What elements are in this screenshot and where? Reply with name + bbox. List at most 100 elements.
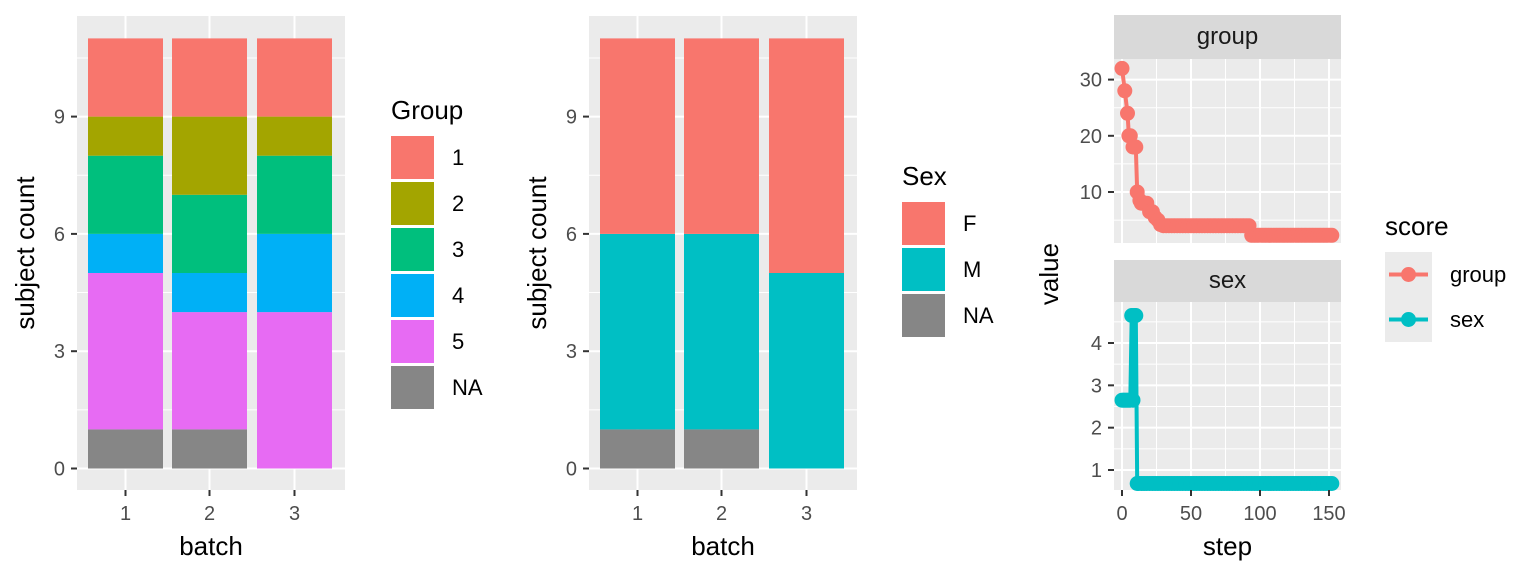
facet-strip-group: group xyxy=(1114,15,1341,59)
y-tick-label: 0 xyxy=(566,459,577,481)
legend-item: 4 xyxy=(391,274,483,317)
legend-swatch xyxy=(391,228,434,271)
data-point-sex xyxy=(1324,476,1340,491)
facet-strip-group-label: group xyxy=(1196,23,1259,50)
y-tick-label: 9 xyxy=(566,107,577,129)
legend-label: 4 xyxy=(452,282,465,308)
legend-label: F xyxy=(963,210,977,236)
bar-segment-5-batch2 xyxy=(172,312,247,430)
line-point-key-icon xyxy=(1389,312,1428,327)
data-point-group xyxy=(1114,60,1130,76)
legend-label: 3 xyxy=(452,236,465,262)
data-point-group xyxy=(1324,227,1340,243)
legend-label: 2 xyxy=(452,190,465,216)
legend-item: 1 xyxy=(391,136,483,179)
legend-item: F xyxy=(902,202,994,245)
data-point-sex xyxy=(1128,308,1144,323)
x-tick-label: 1 xyxy=(632,503,643,525)
line-point-key-icon xyxy=(1389,267,1428,282)
legend-swatch xyxy=(391,182,434,225)
data-point-group xyxy=(1117,83,1133,99)
y-tick-label: 30 xyxy=(1080,70,1102,92)
legend-group-title: Group xyxy=(391,95,464,125)
legend-key xyxy=(1385,297,1432,342)
bar-segment-NA-batch1 xyxy=(600,429,675,469)
legend-label: M xyxy=(963,256,982,282)
legend-label: 1 xyxy=(452,144,465,170)
y-tick-label: 0 xyxy=(54,459,65,481)
legend-item: NA xyxy=(391,366,483,409)
data-point-sex xyxy=(1125,392,1141,408)
legend-group: Group 1 2 3 4 5 NA xyxy=(391,96,483,412)
y-tick-label: 3 xyxy=(1091,375,1102,397)
bar-segment-M-batch2 xyxy=(684,233,759,430)
y-tick-label: 3 xyxy=(54,341,65,363)
legend-item: 3 xyxy=(391,228,483,271)
x-tick-label: 3 xyxy=(289,503,300,525)
legend-item: M xyxy=(902,248,994,291)
bar-segment-M-batch1 xyxy=(600,233,675,430)
bar-segment-1-batch3 xyxy=(257,38,332,117)
x-tick-label: 2 xyxy=(716,503,727,525)
legend-label: sex xyxy=(1450,306,1485,332)
chart1-x-axis-title: batch xyxy=(179,531,243,561)
y-tick-label: 2 xyxy=(1091,418,1102,440)
bar-segment-NA-batch1 xyxy=(88,429,163,469)
x-tick-label: 3 xyxy=(801,503,812,525)
legend-swatch xyxy=(902,294,945,337)
bar-segment-F-batch1 xyxy=(600,38,675,234)
data-point-group xyxy=(1120,105,1135,121)
legend-sex: Sex F M NA xyxy=(902,162,994,340)
chart2-x-axis-title: batch xyxy=(691,531,755,561)
facet-strip-sex-label: sex xyxy=(1208,267,1247,294)
chart3-y-axis-title: value xyxy=(1034,242,1064,306)
legend-key xyxy=(1385,252,1432,297)
x-tick-label: 0 xyxy=(1116,503,1127,525)
legend-item: group xyxy=(1385,252,1506,297)
y-tick-label: 6 xyxy=(566,224,577,246)
legend-item: 5 xyxy=(391,320,483,363)
bar-segment-2-batch3 xyxy=(257,116,332,156)
legend-item: 2 xyxy=(391,182,483,225)
y-tick-label: 3 xyxy=(566,341,577,363)
y-tick-label: 20 xyxy=(1080,126,1102,148)
bar-segment-M-batch3 xyxy=(769,273,844,469)
bar-segment-F-batch3 xyxy=(769,38,844,274)
x-tick-label: 1 xyxy=(120,503,131,525)
legend-score: score group sex xyxy=(1385,212,1506,342)
bar-segment-5-batch1 xyxy=(88,273,163,430)
bar-segment-F-batch2 xyxy=(684,38,759,234)
bar-segment-1-batch2 xyxy=(172,38,247,117)
legend-item: NA xyxy=(902,294,994,337)
y-tick-label: 6 xyxy=(54,224,65,246)
bar-segment-5-batch3 xyxy=(257,312,332,469)
legend-label: NA xyxy=(452,374,483,400)
legend-label: group xyxy=(1450,261,1507,287)
bar-segment-4-batch1 xyxy=(88,233,163,273)
legend-swatch xyxy=(391,274,434,317)
bar-segment-2-batch2 xyxy=(172,116,247,195)
bar-segment-2-batch1 xyxy=(88,116,163,156)
x-tick-label: 50 xyxy=(1180,503,1202,525)
bar-segment-NA-batch2 xyxy=(172,429,247,469)
bar-segment-1-batch1 xyxy=(88,38,163,117)
legend-score-title: score xyxy=(1385,211,1449,241)
facet-panel-sex xyxy=(1114,302,1341,490)
legend-sex-title: Sex xyxy=(902,161,947,191)
x-tick-label: 100 xyxy=(1243,503,1276,525)
y-tick-label: 9 xyxy=(54,107,65,129)
y-tick-label: 4 xyxy=(1091,333,1102,355)
y-tick-label: 10 xyxy=(1080,182,1102,204)
legend-label: 5 xyxy=(452,328,465,354)
bar-segment-3-batch2 xyxy=(172,194,247,273)
y-tick-label: 1 xyxy=(1091,460,1102,482)
legend-item: sex xyxy=(1385,297,1506,342)
x-tick-label: 150 xyxy=(1312,503,1345,525)
legend-swatch xyxy=(391,136,434,179)
chart3-x-axis-title: step xyxy=(1202,531,1253,561)
legend-swatch xyxy=(902,202,945,245)
data-point-group xyxy=(1128,139,1144,155)
x-tick-label: 2 xyxy=(204,503,215,525)
